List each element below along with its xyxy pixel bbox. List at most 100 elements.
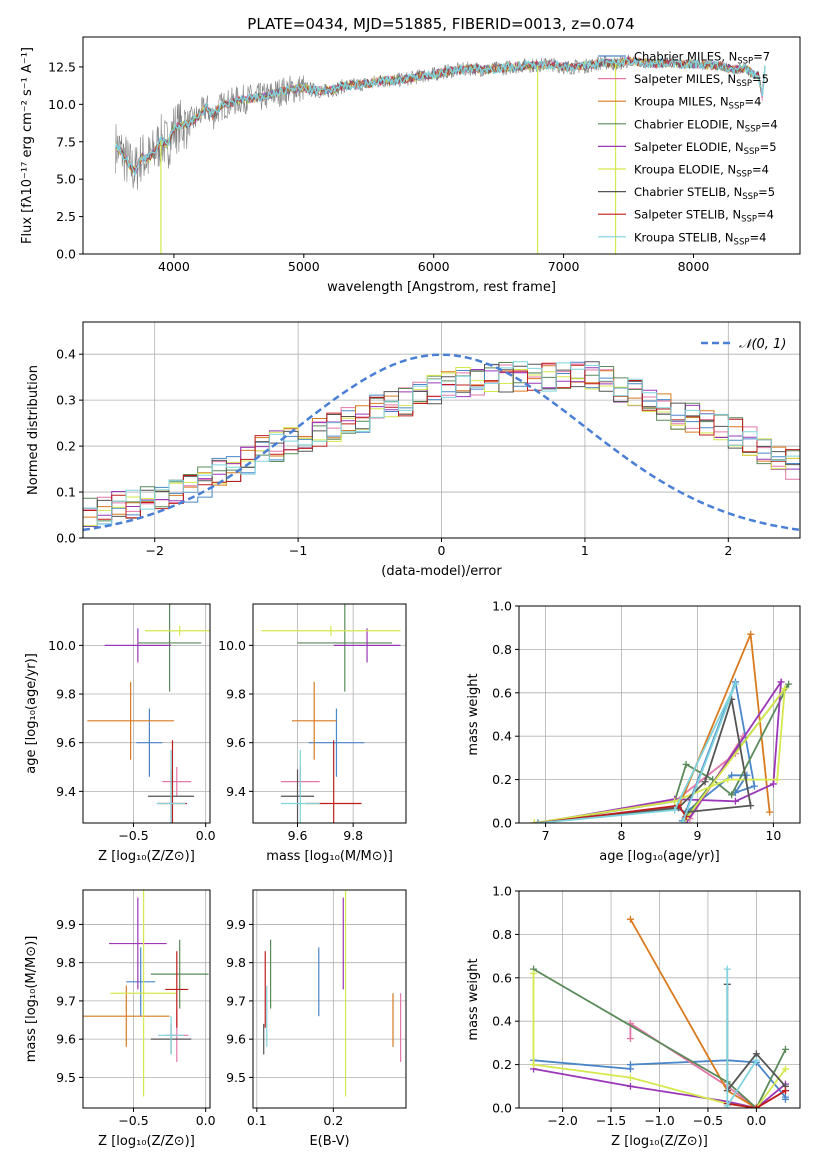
y-tick-label: 9.6 <box>226 1032 246 1047</box>
legend-entry: Chabrier MILES, NSSP=7 <box>634 50 770 67</box>
weight-marker <box>781 1087 789 1095</box>
weight-marker <box>781 684 789 692</box>
x-tick-label: 0.0 <box>196 1113 216 1128</box>
y-tick-label: 0.2 <box>492 1057 512 1072</box>
residual-histogram <box>83 361 800 527</box>
x-axis-label: mass [log₁₀(M/M⊙)] <box>266 849 393 864</box>
y-tick-label: 0.2 <box>56 439 76 454</box>
axes-frame <box>82 889 211 1109</box>
y-tick-label: 0.0 <box>56 247 76 262</box>
plot-area <box>87 604 210 823</box>
y-tick-label: 9.8 <box>56 955 76 970</box>
y-tick-label: 2.5 <box>56 209 76 224</box>
x-tick-label: 8000 <box>678 259 710 274</box>
weight-line <box>537 683 737 823</box>
x-axis-label: age [log₁₀(age/yr)] <box>599 849 720 864</box>
weight-marker <box>747 630 755 638</box>
y-tick-label: 10.0 <box>48 638 76 653</box>
x-tick-label: 9 <box>693 828 701 843</box>
legend-entry: Kroupa MILES, NSSP=4 <box>634 95 761 112</box>
weight-marker <box>678 819 686 823</box>
weight-marker <box>626 1061 634 1069</box>
y-tick-label: 10.0 <box>218 638 246 653</box>
x-tick-label: −1 <box>289 543 307 558</box>
x-tick-label: 8 <box>618 828 626 843</box>
x-axis-label: Z [log₁₀(Z/Z⊙)] <box>98 849 195 864</box>
weight-marker <box>752 1056 760 1064</box>
y-tick-label: 7.5 <box>56 134 76 149</box>
y-tick-label: 0.0 <box>56 531 76 546</box>
y-tick-label: 0.4 <box>492 729 512 744</box>
y-tick-label: 0.4 <box>492 1014 512 1029</box>
residuals-chart: −2 −1 0 1 2 0.0 0.1 0.2 0.3 0.4 (data-model)/error… <box>26 321 801 579</box>
x-tick-label: 4000 <box>158 259 190 274</box>
x-tick-label: −1.5 <box>596 1113 626 1128</box>
y-tick-label: 5.0 <box>56 172 76 187</box>
y-tick-label: 9.8 <box>56 687 76 702</box>
plot-area <box>263 890 402 1097</box>
model-spectrum <box>115 56 766 176</box>
residual-histogram <box>83 361 800 525</box>
x-tick-label: 9.8 <box>343 828 363 843</box>
weight-marker <box>530 969 538 977</box>
age-vs-mass-chart: 9.6 9.8 9.4 9.6 9.8 10.0 mass [log₁₀(M/M⊙)] <box>218 603 407 864</box>
weight-marker <box>682 760 690 768</box>
x-axis-label: E(B-V) <box>309 1134 349 1149</box>
weight-marker <box>671 797 679 805</box>
y-tick-label: 0.6 <box>492 970 512 985</box>
weight-line <box>534 685 786 823</box>
weight-line <box>537 678 783 823</box>
x-tick-label: −0.5 <box>693 1113 723 1128</box>
weight-marker <box>769 780 777 788</box>
y-axis-label: age [log₁₀(age/yr)] <box>24 653 39 774</box>
weight-marker <box>671 806 679 814</box>
y-tick-label: 0.1 <box>56 485 76 500</box>
weight-marker <box>731 680 739 688</box>
weight-marker <box>781 1045 789 1053</box>
legend-entry: Kroupa STELIB, NSSP=4 <box>634 230 766 247</box>
weight-marker <box>728 791 736 799</box>
y-tick-label: 9.5 <box>56 1070 76 1085</box>
mass-vs-EBV-chart: 0.1 0.2 9.5 9.6 9.7 9.8 9.9 E(B-V) <box>226 889 407 1149</box>
y-tick-label: 9.9 <box>56 917 76 932</box>
weight-line <box>537 699 752 823</box>
x-axis-label: wavelength [Angstrom, rest frame] <box>327 280 556 295</box>
weight-marker <box>781 1065 789 1073</box>
x-axis-label: Z [log₁₀(Z/Z⊙)] <box>98 1134 195 1149</box>
weight-marker <box>530 819 538 823</box>
y-tick-label: 9.6 <box>226 735 246 750</box>
y-tick-label: 9.8 <box>226 955 246 970</box>
weight-marker <box>724 776 732 784</box>
weight-line <box>532 973 787 1108</box>
legend-entry: Salpeter ELODIE, NSSP=5 <box>634 140 777 157</box>
y-axis-label: mass weight <box>466 673 481 755</box>
mass-vs-Z-chart: −0.5 0.0 9.5 9.6 9.7 9.8 9.9 Z [log₁₀(Z/Z⊙)] mas… <box>24 889 216 1149</box>
weight-marker <box>626 915 634 923</box>
spectrum-chart: 4000 5000 6000 7000 8000 0.0 2.5 5.0 7.5 10.0 12.5… <box>20 36 801 295</box>
x-tick-label: 7 <box>542 828 550 843</box>
weight-marker <box>747 802 755 810</box>
legend-entry: Salpeter STELIB, NSSP=4 <box>634 208 774 225</box>
weight-marker <box>731 797 739 805</box>
gaussian-curve <box>83 353 800 532</box>
weight-line <box>629 918 757 1108</box>
y-tick-label: 9.6 <box>56 735 76 750</box>
plot-area <box>530 630 793 823</box>
y-tick-label: 0.6 <box>492 685 512 700</box>
x-tick-label: 0.2 <box>323 1113 343 1128</box>
weight-marker <box>773 776 781 784</box>
y-tick-label: 0.0 <box>492 816 512 831</box>
model-spectrum <box>114 56 766 178</box>
weight-marker <box>626 1074 634 1082</box>
x-tick-label: 0.0 <box>746 1113 766 1128</box>
weight-marker <box>785 680 793 688</box>
spectrum-legend: Chabrier MILES, NSSP=7 Salpeter MILES, NS… <box>598 50 778 247</box>
x-tick-label: −2 <box>145 543 163 558</box>
x-tick-label: 0.1 <box>247 1113 267 1128</box>
y-tick-label: 10.0 <box>48 97 76 112</box>
age-vs-Z-chart: −0.5 0.0 9.4 9.6 9.8 10.0 Z [log₁₀(Z/Z⊙)] age [… <box>24 603 216 864</box>
weight-marker <box>701 778 709 786</box>
chart-layer: 4000 5000 6000 7000 80000.02.55.07.510.012.5… <box>20 36 801 1149</box>
x-tick-label: −2.0 <box>547 1113 577 1128</box>
